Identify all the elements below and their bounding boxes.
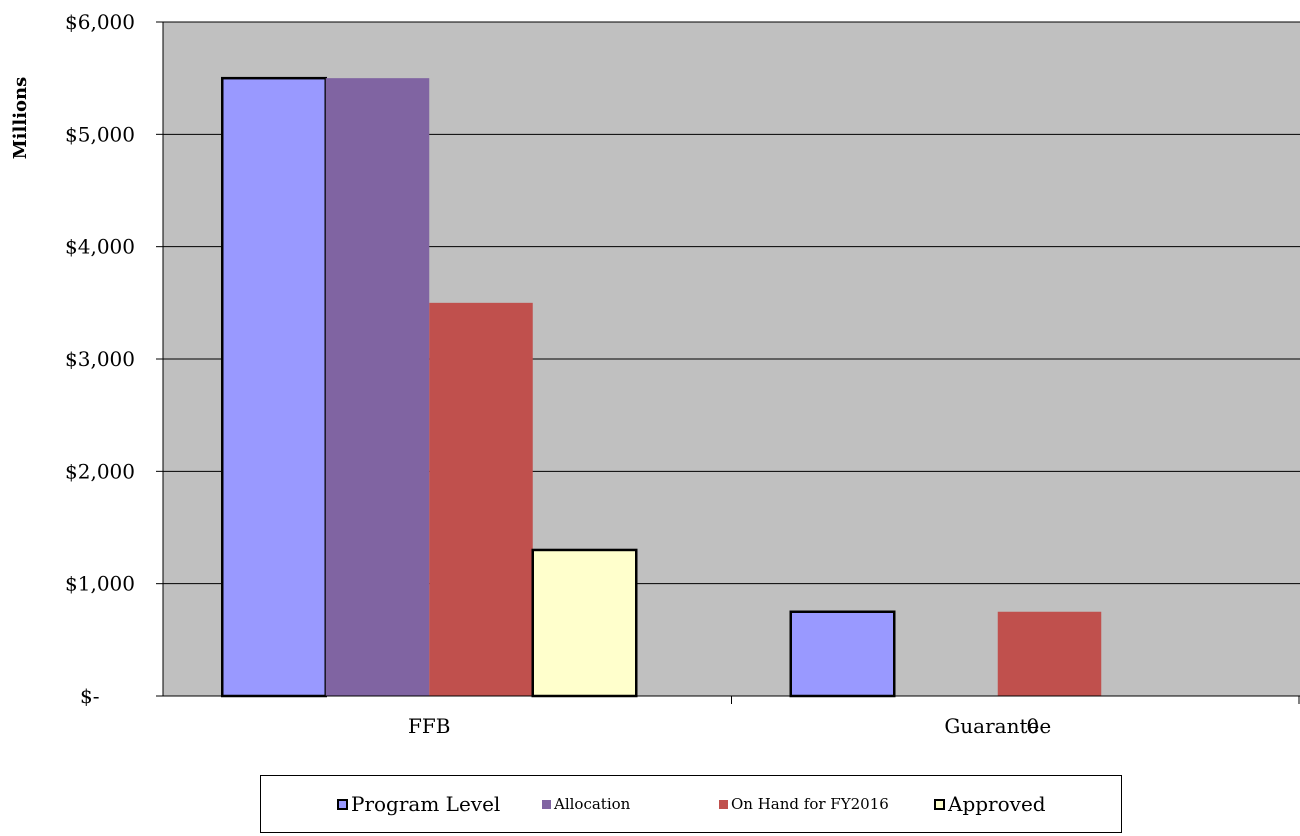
bar-on-hand-for-fy2016-guarantee bbox=[997, 611, 1102, 696]
y-tick-label: $4,000 bbox=[65, 235, 135, 259]
legend-item-program-level: Program Level bbox=[337, 776, 500, 832]
bar-allocation-ffb bbox=[325, 78, 430, 696]
y-tick-label: $1,000 bbox=[65, 572, 135, 596]
y-tick-label: $2,000 bbox=[65, 459, 135, 483]
bar-program-level-guarantee bbox=[789, 610, 896, 698]
legend-label: Approved bbox=[948, 792, 1046, 816]
legend-label: On Hand for FY2016 bbox=[731, 795, 889, 813]
legend-item-on-hand-for-fy2016: On Hand for FY2016 bbox=[719, 776, 889, 832]
y-tick-label: $- bbox=[80, 684, 99, 708]
bar-approved-ffb bbox=[531, 548, 638, 698]
legend-swatch bbox=[337, 798, 348, 810]
legend-item-allocation: Allocation bbox=[542, 776, 630, 832]
legend: Program Level Allocation On Hand for FY201… bbox=[260, 775, 1122, 833]
y-tick-label: $3,000 bbox=[65, 347, 135, 371]
bar-on-hand-for-fy2016-ffb bbox=[429, 302, 533, 696]
bar-program-level-ffb bbox=[221, 76, 327, 698]
legend-swatch bbox=[719, 799, 728, 809]
bar-chart: $- $1,000 $2,000 $3,000 $4,000 $5,000 $6,000 F… bbox=[10, 10, 1300, 738]
x-tick-overlay-label: 0 bbox=[1026, 714, 1039, 738]
x-tick-label: FFB bbox=[408, 714, 450, 738]
y-tick-label: $5,000 bbox=[65, 122, 135, 146]
legend-swatch bbox=[542, 799, 551, 809]
legend-label: Program Level bbox=[351, 792, 501, 816]
x-tick-label: Guarantee bbox=[944, 714, 1051, 738]
legend-label: Allocation bbox=[554, 795, 631, 813]
legend-item-approved: Approved bbox=[934, 776, 1046, 832]
y-axis-label: Millions bbox=[10, 77, 31, 160]
y-tick-label: $6,000 bbox=[65, 10, 135, 34]
legend-swatch bbox=[934, 798, 945, 810]
